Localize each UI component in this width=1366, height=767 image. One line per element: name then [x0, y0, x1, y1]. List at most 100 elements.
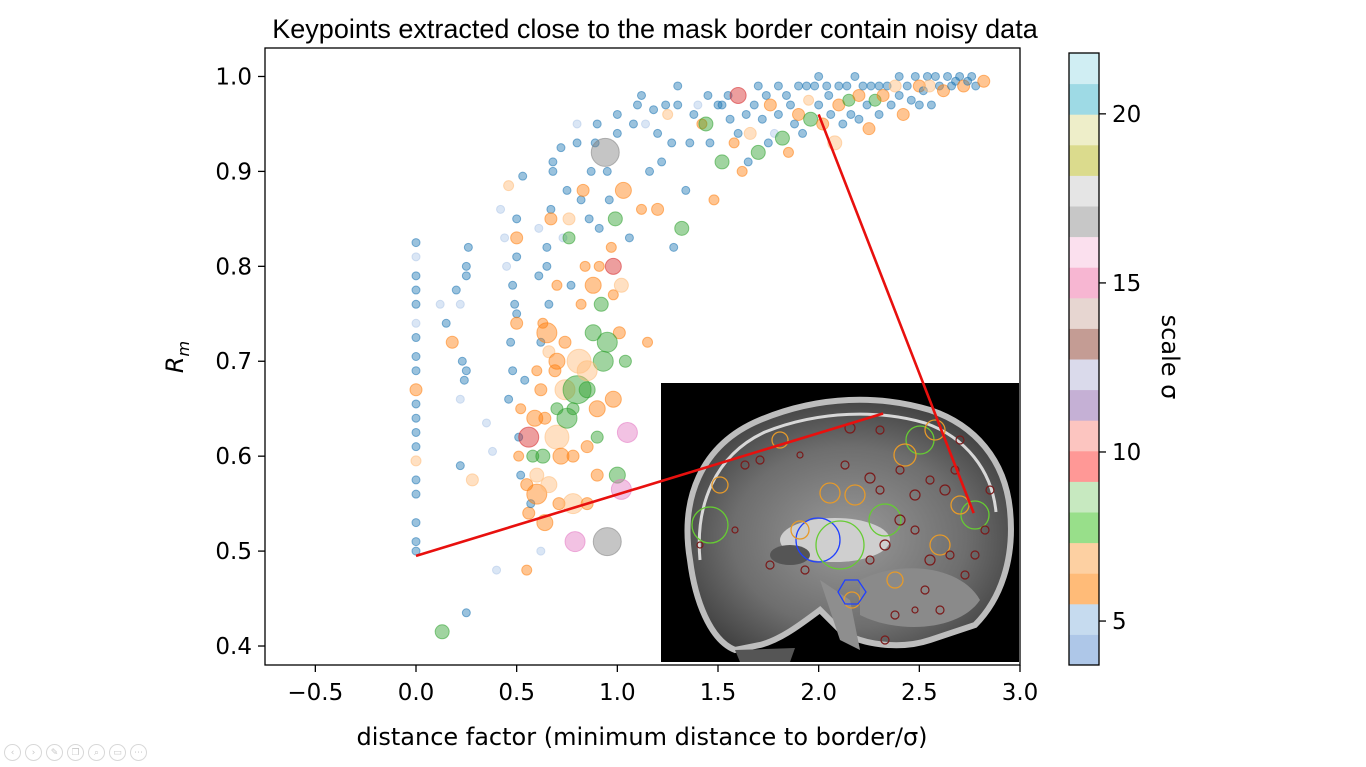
scatter-point — [596, 331, 618, 353]
colorbar-segment — [1069, 420, 1099, 452]
scatter-point — [592, 119, 602, 129]
scatter-point — [810, 81, 820, 91]
scatter-point — [673, 81, 683, 91]
scatter-point — [826, 109, 836, 119]
scatter-point — [510, 231, 524, 245]
scatter-point — [628, 119, 638, 129]
scatter-point — [689, 109, 699, 119]
scatter-points — [409, 71, 991, 640]
scatter-point — [653, 128, 663, 138]
scatter-point — [411, 352, 421, 361]
chart-title: Keypoints extracted close to the mask bo… — [272, 14, 1038, 44]
colorbar-segment — [1069, 603, 1099, 635]
scatter-point — [590, 430, 604, 444]
scatter-point — [411, 518, 421, 528]
scatter-point — [902, 81, 912, 91]
scatter-point — [774, 130, 790, 146]
scatter-point — [504, 394, 514, 404]
colorbar-tick-label: 5 — [1112, 609, 1127, 635]
scatter-point — [673, 100, 683, 110]
scatter-point — [556, 407, 578, 429]
scatter-point — [506, 337, 516, 347]
zoom-icon[interactable]: ⌕ — [88, 744, 105, 761]
scatter-point — [548, 352, 566, 370]
scatter-point — [943, 71, 953, 81]
scatter-point — [649, 105, 659, 115]
x-tick-label: −0.5 — [287, 680, 343, 706]
scatter-point — [488, 446, 498, 456]
scatter-point — [576, 195, 586, 205]
scatter-point — [411, 252, 421, 262]
scatter-point — [503, 180, 515, 192]
scatter-point — [451, 285, 461, 295]
colorbar-segment — [1069, 144, 1099, 176]
scatter-point — [434, 624, 450, 640]
scatter-point — [551, 279, 563, 291]
more-icon[interactable]: ⋯ — [130, 744, 147, 761]
scatter-point — [529, 467, 545, 483]
svg-text:scale σ: scale σ — [1156, 315, 1184, 400]
scatter-point — [538, 411, 552, 425]
scatter-point — [410, 455, 422, 467]
x-tick-label: 2.0 — [800, 680, 837, 706]
svg-text:Rm: Rm — [161, 341, 193, 373]
scatter-point — [757, 114, 767, 124]
scatter-point — [594, 223, 604, 233]
scatter-point — [411, 238, 421, 248]
x-tick-label: 1.5 — [700, 680, 737, 706]
scatter-point — [906, 95, 916, 105]
scatter-point — [564, 531, 586, 553]
scatter-point — [481, 418, 491, 428]
scatter-point — [866, 81, 876, 91]
scatter-point — [590, 137, 620, 167]
scatter-point — [531, 365, 543, 377]
scatter-point — [411, 427, 421, 437]
scatter-point — [445, 335, 459, 349]
scatter-point — [455, 394, 465, 404]
scatter-point — [613, 277, 629, 293]
scatter-point — [510, 316, 524, 330]
scatter-point — [465, 473, 479, 487]
colorbar-tick-label: 15 — [1112, 271, 1141, 297]
scatter-point — [955, 71, 965, 81]
scatter-point — [852, 88, 866, 102]
scatter-point — [411, 475, 421, 485]
scatter-point — [922, 71, 932, 81]
scatter-point — [562, 212, 576, 226]
scatter-point — [604, 390, 622, 408]
scatter-point — [604, 257, 622, 275]
scatter-point — [534, 271, 544, 281]
scatter-point — [698, 116, 714, 132]
scatter-point — [888, 79, 902, 93]
x-axis-label: distance factor (minimum distance to bor… — [356, 723, 927, 751]
scatter-point — [592, 527, 622, 557]
scatter-point — [546, 204, 556, 214]
x-tick-label: 0.0 — [398, 680, 435, 706]
scatter-point — [632, 100, 642, 110]
scatter-point — [635, 203, 647, 215]
scatter-point — [513, 450, 525, 462]
scatter-point — [876, 88, 890, 102]
colorbar-frame — [1068, 52, 1100, 666]
scatter-point — [624, 233, 634, 243]
y-tick-label: 0.6 — [215, 444, 252, 470]
y-axis: 0.4 0.5 0.6 0.7 0.8 0.9 1.0 — [215, 64, 265, 660]
x-tick-label: 2.5 — [901, 680, 938, 706]
scatter-point — [552, 497, 566, 511]
copy-icon[interactable]: ❐ — [67, 744, 84, 761]
back-icon[interactable]: ‹ — [4, 744, 21, 761]
scatter-point — [607, 289, 619, 301]
scatter-point — [838, 119, 848, 129]
colorbar-segment — [1069, 573, 1099, 605]
subtitles-icon[interactable]: ▭ — [109, 744, 126, 761]
scatter-point — [605, 241, 617, 253]
forward-icon[interactable]: › — [25, 744, 42, 761]
scatter-point — [500, 233, 510, 243]
pen-icon[interactable]: ✎ — [46, 744, 63, 761]
colorbar-segment — [1069, 175, 1099, 207]
scatter-point — [548, 166, 558, 176]
scatter-point — [463, 242, 473, 252]
scatter-point — [612, 128, 622, 138]
brain-mri-inset — [661, 383, 1019, 662]
colorbar-segment — [1069, 236, 1099, 268]
